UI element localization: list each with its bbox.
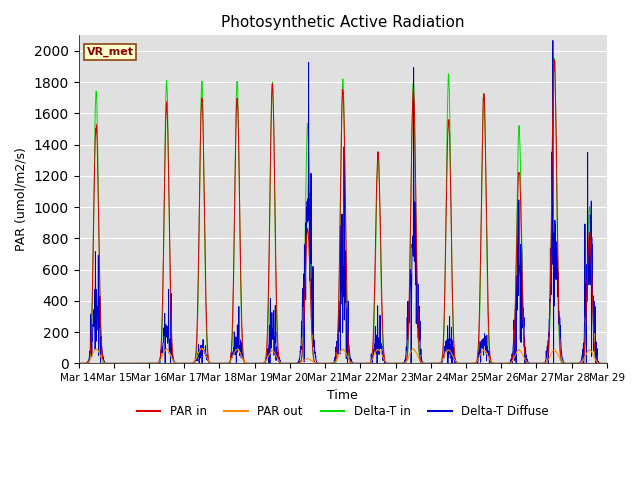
Legend: PAR in, PAR out, Delta-T in, Delta-T Diffuse: PAR in, PAR out, Delta-T in, Delta-T Dif…	[132, 401, 554, 423]
X-axis label: Time: Time	[327, 389, 358, 402]
Title: Photosynthetic Active Radiation: Photosynthetic Active Radiation	[221, 15, 465, 30]
Text: VR_met: VR_met	[86, 47, 134, 57]
Y-axis label: PAR (umol/m2/s): PAR (umol/m2/s)	[15, 147, 28, 252]
